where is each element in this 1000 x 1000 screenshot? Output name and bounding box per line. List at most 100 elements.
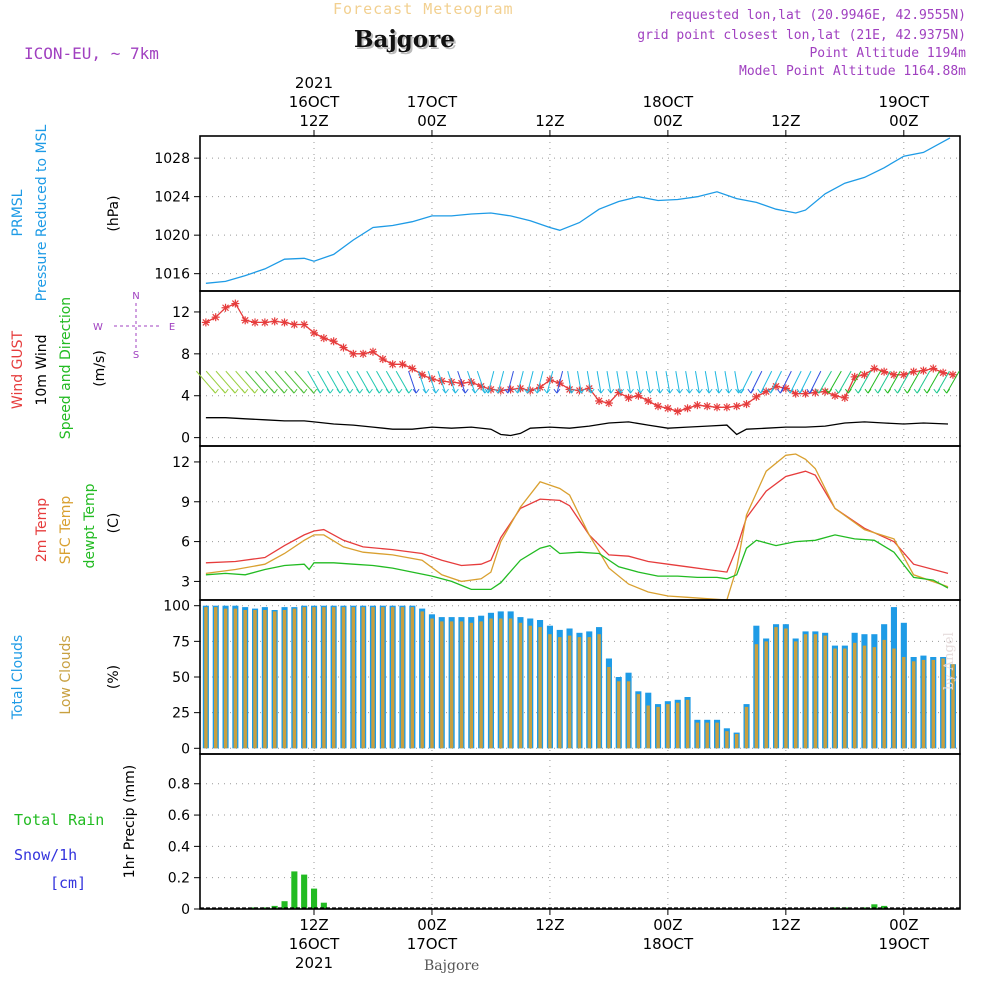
- bar: [302, 607, 306, 749]
- gust-marker-d2: [399, 360, 406, 368]
- y-tick-label: 6: [181, 535, 190, 551]
- y-tick-label: 4: [181, 389, 190, 405]
- wind-arrow-head-l: [923, 388, 928, 394]
- series-line: [205, 137, 951, 284]
- gust-marker: [880, 367, 889, 376]
- wind-arrow-shaft: [828, 370, 842, 394]
- wind-arrow-shaft: [740, 370, 753, 394]
- wind-arrow-shaft: [926, 370, 941, 394]
- wind-arrow: [844, 370, 862, 394]
- wind-arrow-head-r: [789, 388, 794, 394]
- x-tick-label-bottom: 00Z: [653, 916, 682, 934]
- gust-marker-d2: [428, 375, 436, 383]
- wind-arrow: [786, 370, 802, 394]
- wind-arrow: [274, 370, 298, 394]
- wind-arrow-shaft: [818, 370, 832, 394]
- wind-arrow-head-r: [620, 388, 625, 394]
- wind-arrow-shaft: [526, 370, 534, 394]
- wind-arrow-head-l: [261, 388, 265, 394]
- wind-arrow: [577, 371, 585, 394]
- gust-marker: [349, 349, 358, 358]
- wind-arrow: [874, 370, 891, 394]
- gust-marker-d2: [910, 368, 918, 376]
- wind-arrow-head-l: [943, 388, 948, 394]
- gust-marker-d2: [330, 337, 338, 345]
- wind-arrow-shaft: [936, 370, 950, 394]
- bar: [223, 608, 228, 749]
- bar: [685, 699, 690, 749]
- series-line: [205, 453, 949, 601]
- label-prmsl: PRMSL: [10, 189, 26, 236]
- wind-arrow-shaft: [427, 370, 437, 394]
- label-dewpt-temp: dewpt Temp: [82, 483, 98, 568]
- gust-marker-d2: [841, 394, 849, 402]
- bar: [803, 634, 808, 749]
- gust-marker-d2: [349, 350, 357, 358]
- wind-arrow-head-r: [319, 388, 324, 394]
- wind-arrow-head-l: [221, 388, 226, 394]
- wind-arrow: [626, 371, 634, 394]
- gust-marker-d2: [615, 389, 623, 397]
- wind-arrow-head-l: [776, 388, 781, 394]
- bar: [282, 610, 287, 749]
- wind-arrow: [225, 370, 249, 394]
- wind-arrow-shaft: [346, 370, 361, 394]
- wind-arrow-head-l: [316, 388, 321, 394]
- bar: [214, 607, 218, 749]
- bar: [538, 627, 542, 749]
- location-title: Bajgore: [354, 26, 455, 53]
- label-sfc-temp: SFC Temp: [58, 496, 74, 565]
- wind-arrow: [356, 370, 373, 394]
- bar: [391, 607, 395, 749]
- wind-arrow: [533, 370, 544, 394]
- wind-arrow: [854, 370, 872, 394]
- wind-arrow-head-l: [451, 388, 456, 394]
- wind-arrow-head-l: [686, 388, 690, 394]
- x-tick-label-top: 17OCT: [407, 93, 458, 111]
- wind-arrow-head-r: [639, 388, 644, 394]
- wind-arrow-shaft: [675, 371, 681, 394]
- label-speed-direction: Speed and Direction: [58, 297, 74, 439]
- bar: [892, 648, 896, 749]
- label-snow: Snow/1h: [14, 846, 77, 864]
- bar: [558, 637, 562, 749]
- wind-arrow-head-r: [571, 388, 575, 394]
- wind-arrow-head-r: [507, 388, 512, 394]
- bar: [577, 637, 582, 749]
- wind-arrow-head-l: [524, 388, 528, 394]
- gust-marker: [919, 366, 928, 375]
- wind-arrow-head-l: [385, 388, 390, 394]
- wind-arrow-head-l: [676, 388, 681, 394]
- wind-arrow-shaft: [577, 371, 582, 394]
- wind-arrow-shaft: [317, 370, 331, 394]
- y-tick-label: 75: [172, 634, 190, 650]
- bar: [381, 607, 385, 749]
- gust-marker-d2: [939, 369, 947, 377]
- gust-marker-d2: [900, 371, 908, 379]
- wind-arrow-head-l: [757, 388, 762, 394]
- gust-marker-d2: [634, 392, 642, 400]
- wind-arrow-head-r: [359, 388, 364, 394]
- bar: [951, 664, 955, 749]
- bar: [587, 637, 591, 749]
- bar: [735, 734, 739, 749]
- wind-arrow-shaft: [838, 370, 852, 394]
- label-pressure-msl: Pressure Reduced to MSL: [34, 124, 50, 301]
- wind-arrow-shaft: [596, 371, 602, 394]
- wind-arrow-head-r: [329, 388, 334, 394]
- wind-arrow-shaft: [799, 370, 812, 394]
- wind-arrow: [417, 370, 430, 394]
- wind-arrow-head-l: [656, 388, 661, 394]
- x-tick-label-top: 00Z: [653, 112, 682, 130]
- wind-arrow-shaft: [606, 371, 612, 394]
- wind-arrow-head-r: [600, 388, 605, 394]
- bar: [301, 874, 308, 909]
- credit-watermark: by Angel: [942, 632, 957, 690]
- gust-marker-d2: [212, 313, 220, 321]
- y-axis-label: (hPa): [106, 195, 122, 231]
- wind-arrow-shaft: [517, 370, 524, 394]
- bar: [872, 647, 876, 749]
- wind-arrow: [913, 370, 931, 394]
- wind-arrow-head-l: [568, 388, 572, 394]
- wind-arrow-head-r: [689, 388, 693, 394]
